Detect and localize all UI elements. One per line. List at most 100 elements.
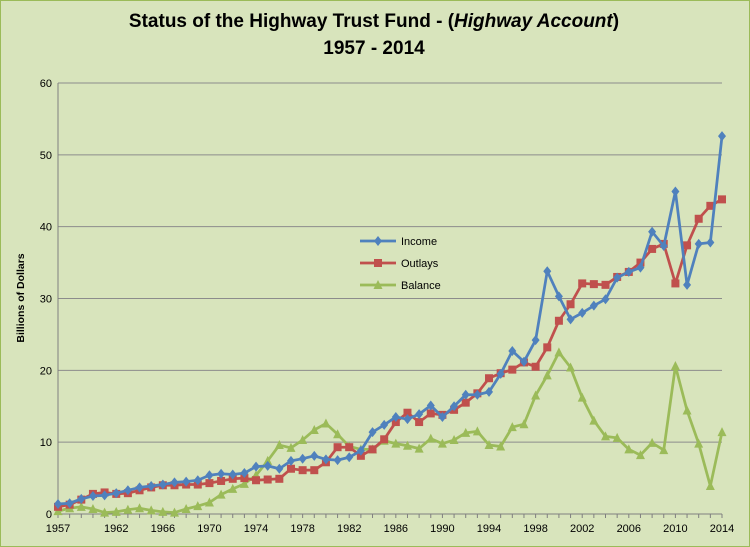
data-point-income [426, 400, 435, 411]
data-point-balance [507, 422, 517, 432]
y-tick-label: 60 [40, 78, 52, 90]
data-point-income [624, 266, 633, 277]
data-point-balance [402, 440, 412, 450]
data-point-income [461, 389, 470, 400]
data-point-income [403, 414, 412, 425]
x-tick-label: 1966 [151, 523, 175, 535]
data-point-balance [577, 392, 587, 402]
series-income [54, 131, 726, 509]
data-point-balance [216, 489, 226, 499]
data-point-outlays [391, 418, 400, 427]
data-point-balance [601, 431, 611, 441]
data-point-income [589, 300, 598, 311]
data-point-income [531, 335, 540, 346]
y-tick-label: 30 [40, 294, 52, 306]
data-point-balance [333, 429, 343, 439]
x-tick-label: 1990 [430, 523, 454, 535]
series-line-income [57, 136, 724, 506]
data-point-income [147, 480, 156, 491]
series-group [53, 131, 727, 517]
data-point-outlays [648, 244, 657, 253]
x-tick-label: 1978 [290, 523, 314, 535]
data-point-balance [705, 480, 715, 490]
data-point-outlays [694, 214, 703, 223]
data-point-income [65, 498, 74, 509]
data-point-balance [484, 440, 494, 450]
data-point-income [496, 368, 505, 379]
data-point-outlays [718, 195, 726, 204]
data-point-outlays [543, 343, 552, 352]
data-point-balance [158, 506, 168, 516]
data-point-income [112, 488, 121, 499]
data-point-outlays [217, 476, 226, 485]
chart-title-italic: Highway Account [454, 11, 613, 32]
x-tick-label: 1957 [46, 523, 70, 535]
data-point-outlays [252, 476, 261, 485]
data-point-balance [123, 504, 133, 514]
x-tick-label: 1986 [384, 523, 408, 535]
data-point-income [240, 468, 249, 479]
data-point-income [566, 314, 575, 325]
data-point-outlays [485, 374, 494, 383]
data-point-balance [263, 455, 273, 465]
data-point-outlays [578, 279, 587, 288]
data-point-balance [554, 347, 564, 357]
data-point-balance [169, 507, 179, 517]
data-point-outlays [531, 362, 540, 371]
data-point-income [275, 463, 284, 474]
data-point-income [601, 294, 610, 305]
data-point-income [671, 186, 680, 197]
data-point-outlays [275, 474, 284, 483]
data-point-balance [100, 507, 110, 517]
data-point-balance [589, 415, 599, 425]
series-outlays [54, 195, 726, 511]
x-tick-label: 2006 [617, 523, 641, 535]
data-point-balance [566, 362, 576, 372]
data-point-income [706, 237, 715, 248]
data-point-income [718, 131, 726, 142]
data-point-balance [298, 435, 308, 445]
x-tick-label: 1982 [337, 523, 361, 535]
data-point-income [263, 460, 272, 471]
data-point-balance [286, 442, 296, 452]
data-point-income [554, 291, 563, 302]
data-point-income [543, 266, 552, 277]
data-point-income [77, 493, 86, 504]
data-point-balance [635, 450, 645, 460]
data-point-balance [682, 405, 692, 415]
legend-marker-income [374, 236, 382, 246]
data-point-outlays [566, 300, 575, 309]
data-point-balance [111, 506, 121, 516]
series-line-outlays [57, 198, 723, 509]
data-point-balance [647, 437, 657, 447]
data-point-income [205, 470, 214, 481]
x-tick-label: 2014 [710, 523, 734, 535]
legend-label-balance: Balance [401, 280, 441, 292]
data-point-balance [181, 503, 191, 513]
data-point-income [217, 468, 226, 479]
data-point-balance [694, 438, 704, 448]
data-point-income [683, 279, 692, 290]
data-point-outlays [403, 408, 412, 417]
data-point-outlays [706, 201, 715, 210]
data-point-income [694, 238, 703, 249]
chart-title-line2: 1957 - 2014 [323, 38, 425, 59]
data-point-income [158, 479, 167, 490]
chart-title: Status of the Highway Trust Fund - (High… [0, 8, 748, 62]
y-tick-label: 0 [46, 509, 52, 521]
data-point-income [345, 452, 354, 463]
data-point-income [368, 427, 377, 438]
data-point-balance [204, 497, 214, 507]
data-point-income [613, 272, 622, 283]
data-point-balance [76, 501, 86, 511]
data-point-income [193, 475, 202, 486]
data-point-income [170, 477, 179, 488]
data-point-income [54, 498, 62, 509]
x-tick-label: 1970 [197, 523, 221, 535]
y-axis-label: Billions of Dollars [15, 253, 27, 342]
data-point-balance [274, 440, 284, 450]
data-point-income [508, 345, 517, 356]
data-point-balance [449, 435, 459, 445]
legend-label-outlays: Outlays [401, 258, 439, 270]
